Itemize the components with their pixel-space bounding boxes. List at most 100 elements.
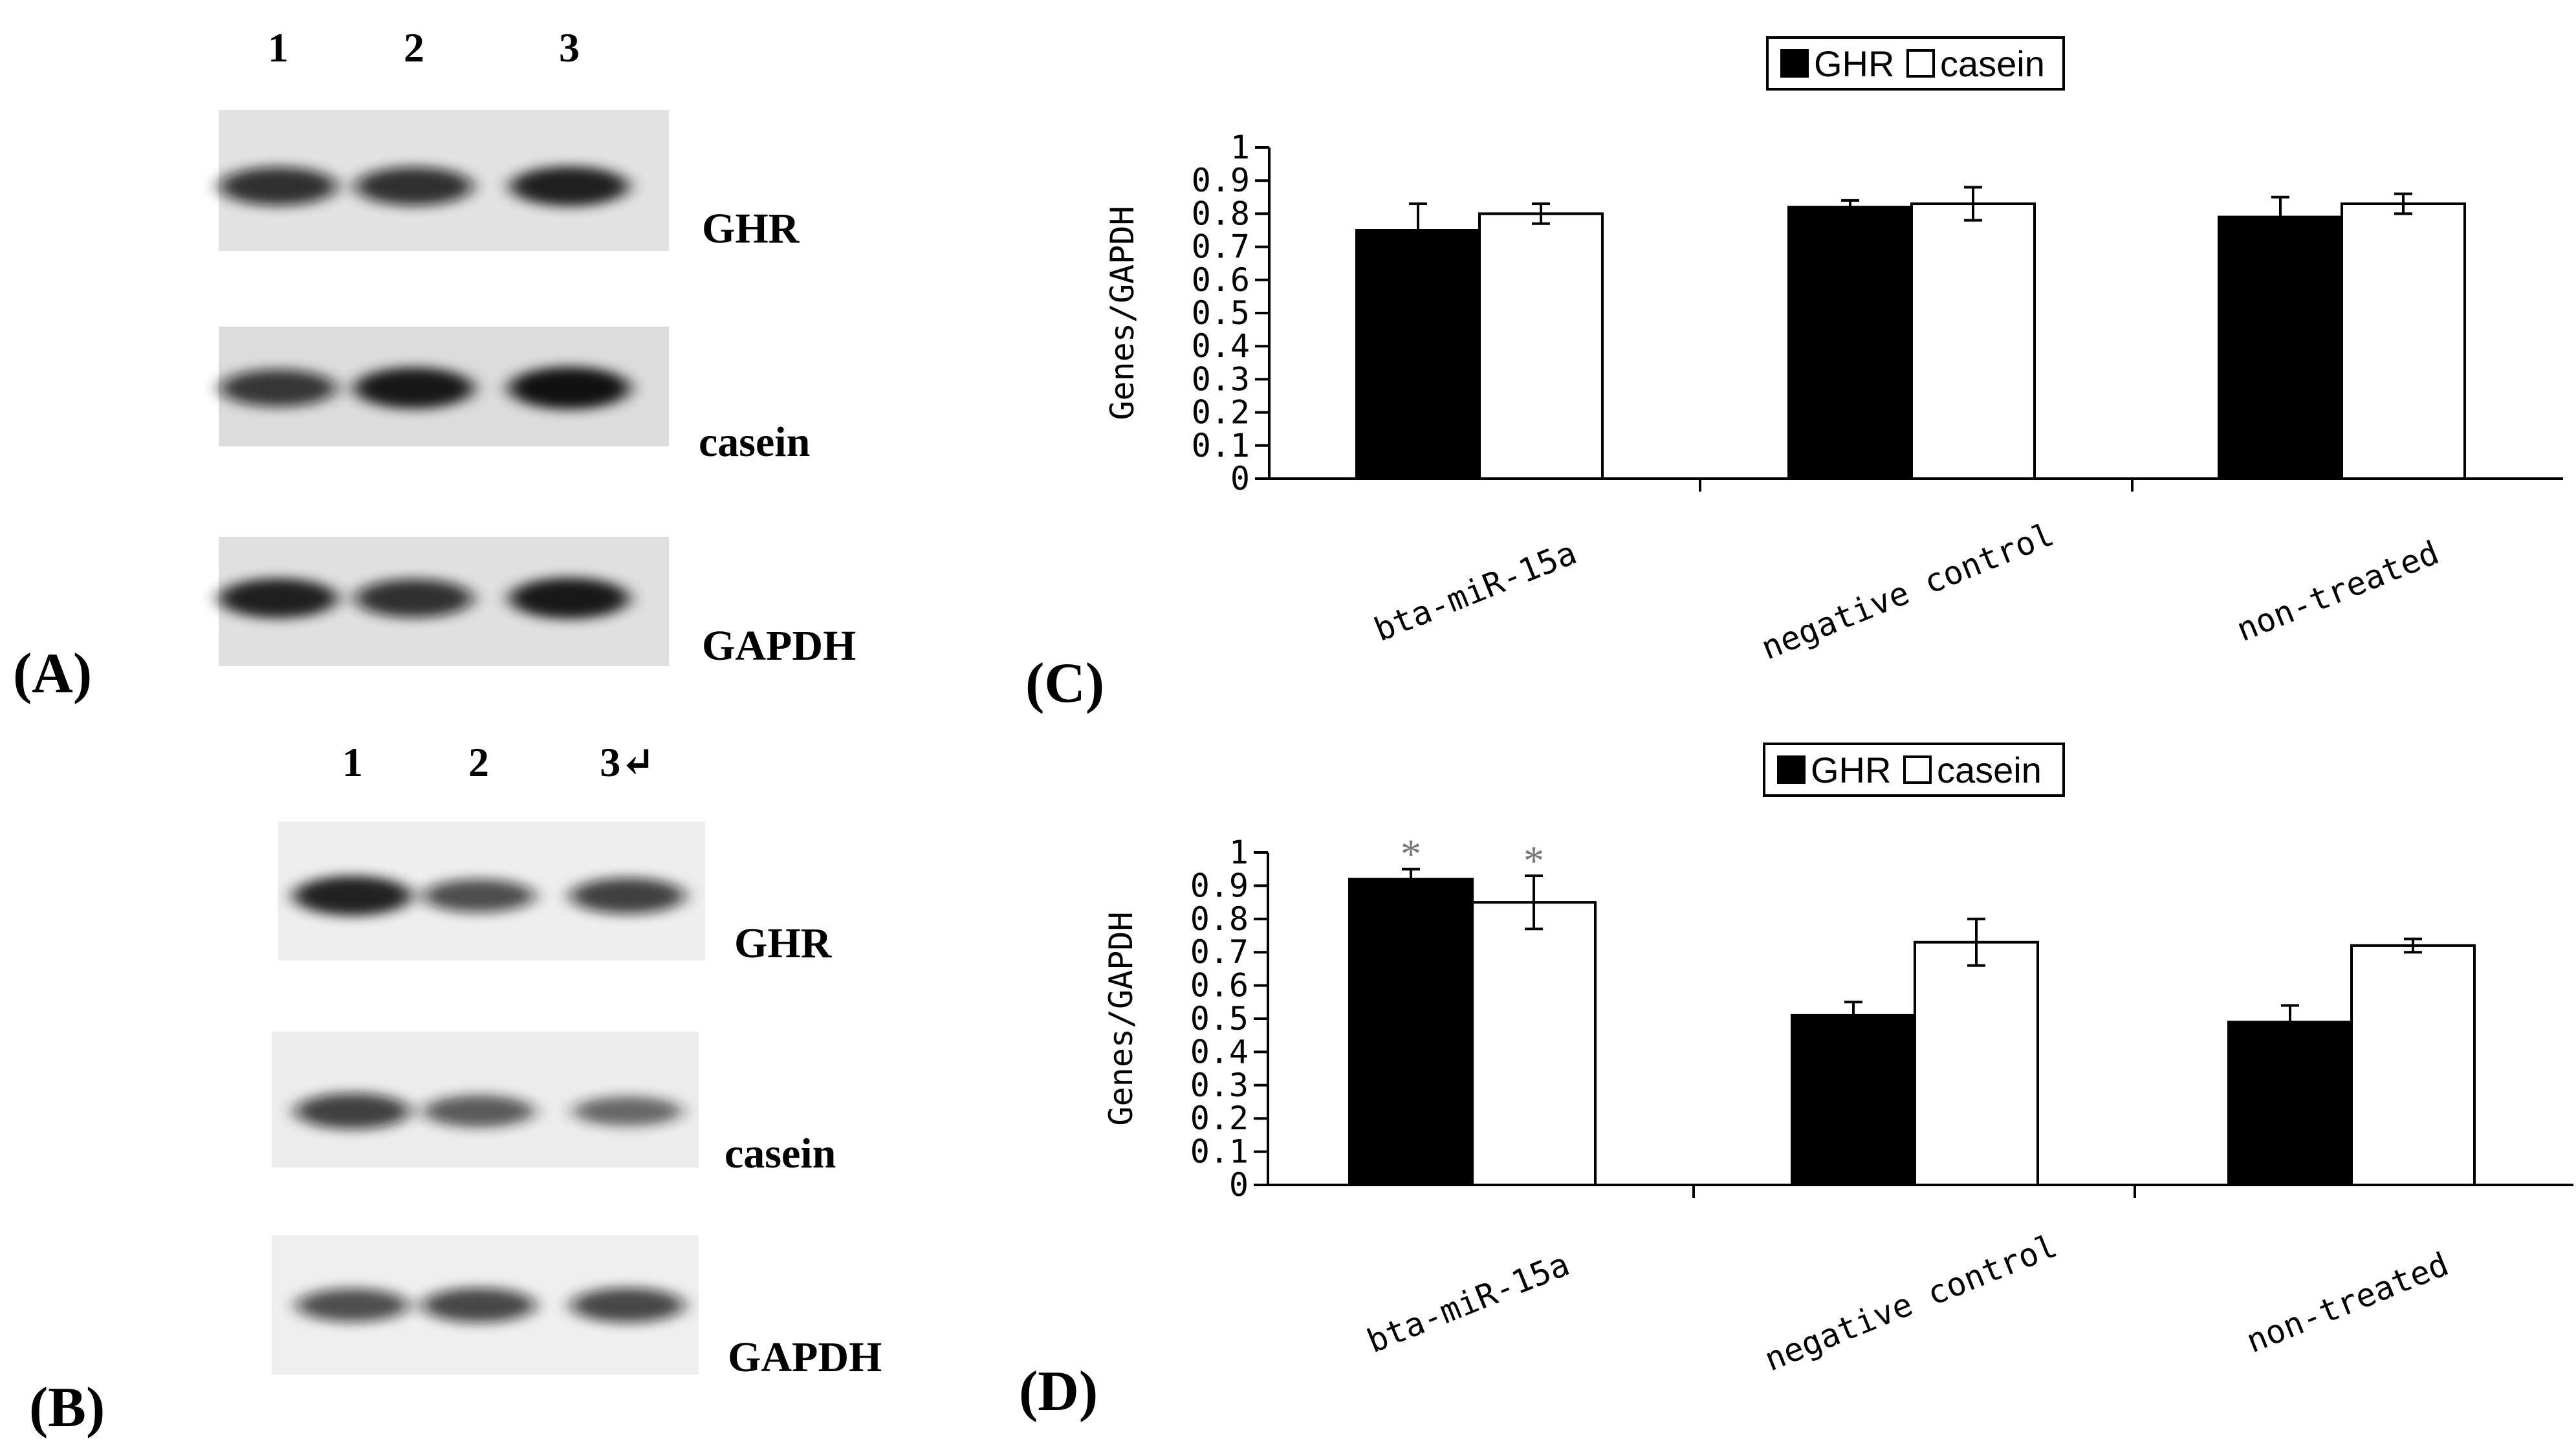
band-lane-3 xyxy=(571,1288,684,1323)
panel-label-d: (D) xyxy=(1019,1360,1098,1423)
band-lane-2 xyxy=(422,879,535,913)
y-tick-label: 1 xyxy=(1229,834,1249,871)
band-lane-3 xyxy=(573,1096,682,1126)
blot-row-gapdh: GAPDH xyxy=(219,537,856,669)
bar-ghr-non-treated xyxy=(2218,215,2343,480)
bar-casein-bta-mir-15a xyxy=(1471,901,1597,1186)
category-label-bta-mir-15a: bta-miR-15a xyxy=(1369,534,1582,649)
chart-panel-c: (C) GHR casein 00.10.20.30.40.50.60.70.80.9… xyxy=(1025,36,2563,715)
bar-ghr-bta-mir-15a xyxy=(1355,229,1481,480)
legend-label-ghr: GHR xyxy=(1811,750,1891,790)
band-lane-3 xyxy=(509,578,629,619)
band-lane-1 xyxy=(219,167,337,206)
bar-casein-negative-control xyxy=(1914,940,2039,1187)
error-bar-casein-negative-control xyxy=(1967,917,1985,967)
y-tick-label: 0.6 xyxy=(1192,261,1250,299)
blot-panel-a: (A) 1 2 3 GHR casein GAPDH xyxy=(13,25,856,705)
y-tick-label: 0.6 xyxy=(1190,967,1249,1004)
band-lane-1 xyxy=(296,1288,409,1322)
y-tick-label: 0.7 xyxy=(1190,933,1249,971)
bar-casein-bta-mir-15a xyxy=(1478,212,1604,480)
y-tick-label: 0.9 xyxy=(1190,867,1249,904)
band-lane-1 xyxy=(220,369,336,407)
y-tick-label: 0.3 xyxy=(1192,360,1250,398)
significance-marker-casein: * xyxy=(1523,838,1544,884)
category-label-negative-control: negative control xyxy=(1756,515,2058,667)
error-bar-ghr-negative-control xyxy=(1844,1001,1862,1030)
bar-ghr-non-treated xyxy=(2227,1021,2353,1187)
lane-label-1: 1 xyxy=(268,25,289,71)
y-tick-label: 0.1 xyxy=(1190,1133,1249,1171)
band-lane-3 xyxy=(510,166,629,206)
blot-label-gapdh: GAPDH xyxy=(728,1334,882,1381)
blot-row-casein: casein xyxy=(272,1032,836,1177)
error-bar-ghr-bta-mir-15a xyxy=(1402,867,1420,891)
error-bar-casein-bta-mir-15a xyxy=(1525,874,1543,931)
band-lane-1 xyxy=(293,876,412,916)
y-tick-label: 0.7 xyxy=(1192,228,1250,266)
band-lane-2 xyxy=(355,579,473,618)
band-lane-2 xyxy=(354,367,474,409)
blot-panel-b: (B) 1 2 3↵ GHR casein GAPDH xyxy=(29,739,882,1439)
category-label-negative-control: negative control xyxy=(1759,1227,2062,1378)
legend-swatch-ghr xyxy=(1780,49,1809,78)
legend-swatch-casein xyxy=(1906,49,1935,78)
lane-label-3: 3↵ xyxy=(600,739,655,785)
error-bar-casein-negative-control xyxy=(1964,186,1982,222)
y-tick-label: 0.4 xyxy=(1192,327,1250,365)
bar-casein-non-treated xyxy=(2350,944,2476,1187)
bar-casein-negative-control xyxy=(1910,202,2036,480)
chart-panel-d: (D) GHR casein 00.10.20.30.40.50.60.70.80.9… xyxy=(1019,743,2573,1423)
y-tick-label: 0.9 xyxy=(1192,162,1250,199)
y-tick-label: 0 xyxy=(1230,460,1250,497)
legend: GHR casein xyxy=(1763,743,2065,797)
bar-ghr-bta-mir-15a xyxy=(1348,878,1474,1186)
blot-row-ghr: GHR xyxy=(278,821,833,967)
y-tick-label: 0.2 xyxy=(1192,394,1250,431)
error-bar-casein-non-treated xyxy=(2404,937,2422,954)
category-label-non-treated: non-treated xyxy=(2241,1245,2454,1360)
band-lane-1 xyxy=(295,1093,410,1129)
band-lane-1 xyxy=(219,578,338,618)
error-bar-casein-bta-mir-15a xyxy=(1532,202,1550,225)
y-tick-label: 0.3 xyxy=(1190,1067,1249,1104)
category-label-bta-mir-15a: bta-miR-15a xyxy=(1362,1245,1575,1360)
error-bar-ghr-non-treated xyxy=(2271,195,2289,239)
legend-label-casein: casein xyxy=(1940,43,2045,84)
y-axis-label: Genes/GAPDH xyxy=(1104,206,1141,420)
y-tick-label: 0.8 xyxy=(1190,900,1249,938)
blot-row-gapdh: GAPDH xyxy=(272,1235,882,1381)
blot-row-casein: casein xyxy=(219,327,810,466)
legend-swatch-ghr xyxy=(1777,755,1806,784)
blot-label-ghr: GHR xyxy=(734,920,833,967)
bar-ghr-negative-control xyxy=(1791,1014,1916,1186)
band-lane-3 xyxy=(570,878,685,914)
bar-ghr-negative-control xyxy=(1787,206,1913,480)
y-tick-label: 0.4 xyxy=(1190,1033,1249,1070)
panel-label-b: (B) xyxy=(29,1376,105,1439)
lane-label-3: 3 xyxy=(559,25,580,71)
legend-label-casein: casein xyxy=(1937,750,2042,790)
error-bar-ghr-negative-control xyxy=(1841,199,1859,215)
category-label-non-treated: non-treated xyxy=(2231,534,2444,649)
panel-label-c: (C) xyxy=(1025,652,1104,715)
panel-label-a: (A) xyxy=(13,642,92,705)
band-lane-2 xyxy=(355,167,473,206)
y-tick-label: 1 xyxy=(1230,129,1250,166)
blot-row-ghr: GHR xyxy=(219,110,800,252)
y-tick-label: 0.5 xyxy=(1190,1000,1249,1037)
legend: GHR casein xyxy=(1766,36,2065,91)
y-tick-label: 0 xyxy=(1229,1166,1249,1204)
error-bar-ghr-bta-mir-15a xyxy=(1409,202,1427,258)
lane-label-1: 1 xyxy=(342,739,363,785)
band-lane-2 xyxy=(422,1288,536,1323)
y-tick-label: 0.5 xyxy=(1192,294,1250,332)
legend-label-ghr: GHR xyxy=(1814,43,1894,84)
band-lane-3 xyxy=(508,367,630,409)
y-tick-label: 0.2 xyxy=(1190,1100,1249,1137)
legend-swatch-casein xyxy=(1903,755,1932,784)
blot-label-casein: casein xyxy=(699,418,810,466)
blot-label-casein: casein xyxy=(725,1130,836,1177)
y-tick-label: 0.1 xyxy=(1192,427,1250,464)
